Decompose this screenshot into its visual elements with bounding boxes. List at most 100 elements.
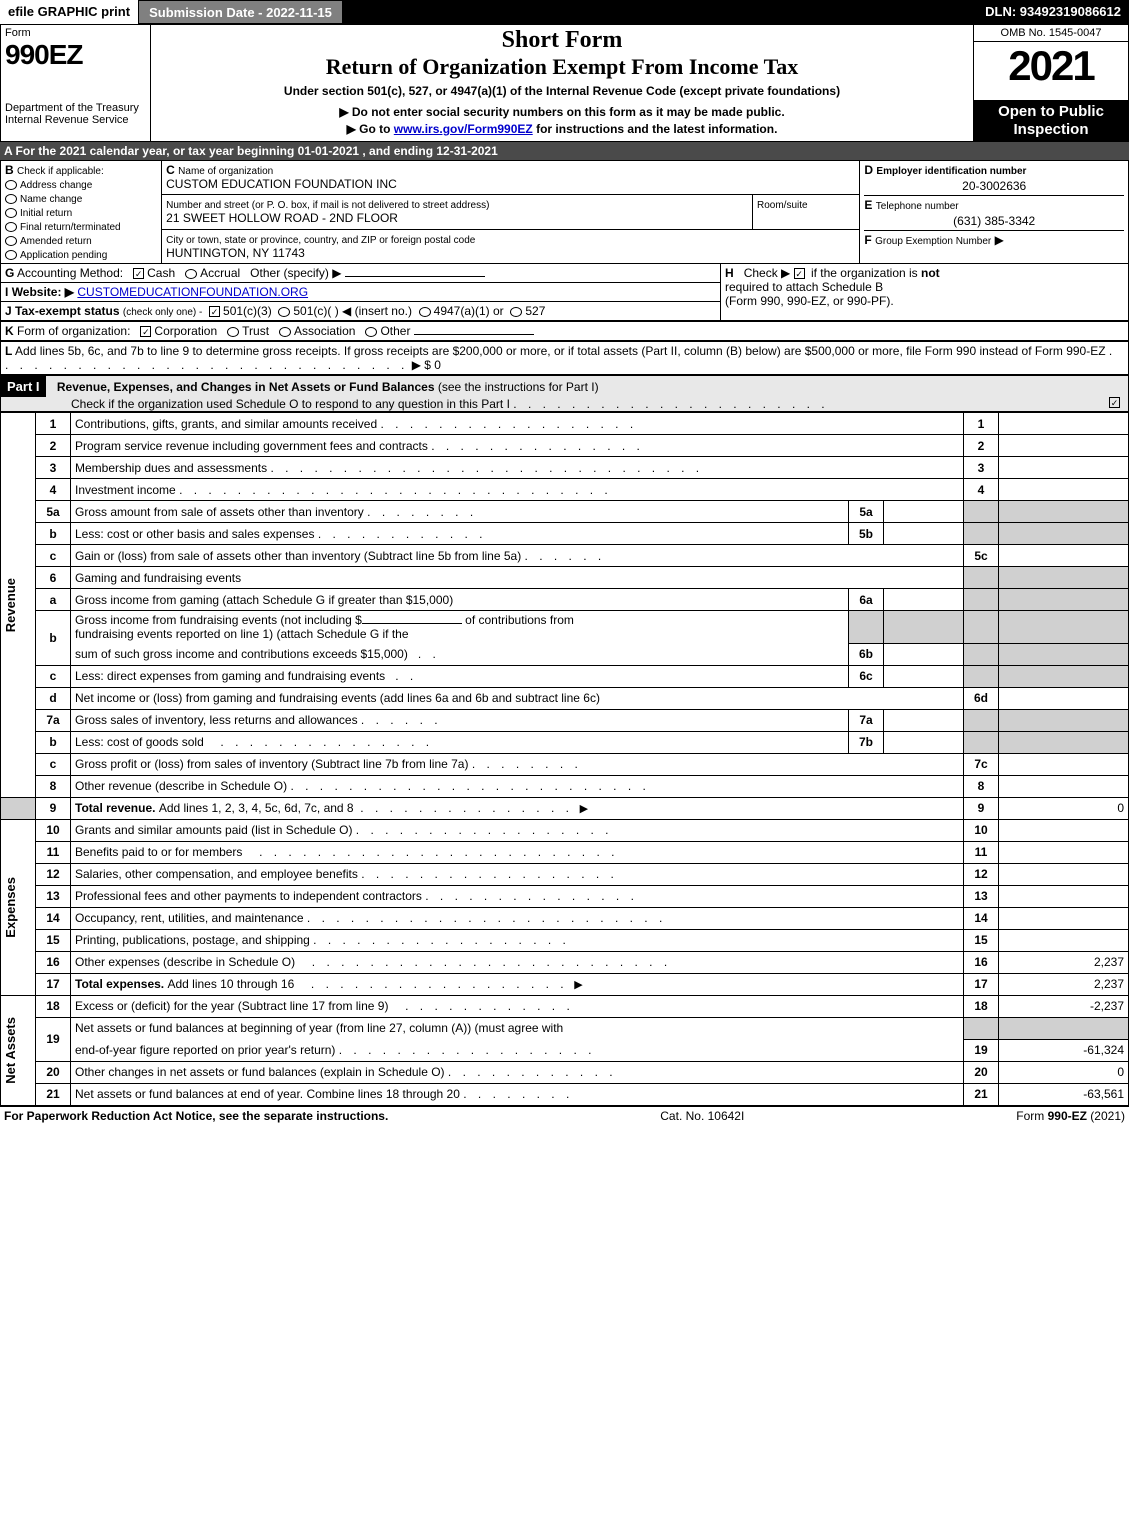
501c-label: 501(c)( ) ◀ (insert no.) [293,304,412,318]
line-6a-subval [884,589,964,611]
corp-label: Corporation [154,324,217,338]
under-section-text: Under section 501(c), 527, or 4947(a)(1)… [155,84,969,98]
dots: . . . . . . . . . . . . . . . . . . [361,867,618,881]
501c-checkbox[interactable] [278,307,290,317]
shaded-cell [884,611,964,644]
name-change-checkbox[interactable] [5,194,17,204]
dots: . . . . . . . . . . . . . . . [431,439,644,453]
4947-checkbox[interactable] [419,307,431,317]
cash-checkbox[interactable]: ✓ [133,268,144,279]
line-2-val [999,435,1129,457]
line-6a-num: a [36,589,71,611]
shaded-cell [964,523,999,545]
line-5b-sub: 5b [849,523,884,545]
section-h-label: H [725,266,734,280]
check-if-label: Check if applicable: [17,166,104,177]
line-13-text: Professional fees and other payments to … [75,889,422,903]
check-only-one: (check only one) - [123,307,202,318]
dots: . . . . . . . . . . . . . . . [360,801,573,815]
room-label: Room/suite [757,200,808,211]
line-6a-sub: 6a [849,589,884,611]
line-15-val [999,929,1129,951]
sections-b-through-f: B Check if applicable: Address change Na… [0,160,1129,264]
line-8-box: 8 [964,775,999,797]
revenue-section-label: Revenue [1,574,20,636]
line-14-num: 14 [36,907,71,929]
shaded-cell [964,709,999,731]
accrual-label: Accrual [200,266,240,280]
trust-checkbox[interactable] [227,327,239,337]
line-12-num: 12 [36,863,71,885]
form-number: 990EZ [5,39,146,71]
line-16-text: Other expenses (describe in Schedule O) [75,955,295,969]
line-6b-sub: 6b [849,643,884,665]
line-18-val: -2,237 [999,995,1129,1017]
section-e-label: E [864,198,872,212]
line-10-box: 10 [964,819,999,841]
shaded-cell [964,501,999,523]
group-arrow: ▶ [995,233,1004,247]
dots: . . . . . . . . . . . . . . . . . . . . … [290,779,649,793]
instr2-prefix: ▶ Go to [347,122,394,136]
line-2-num: 2 [36,435,71,457]
line-6d-num: d [36,687,71,709]
city-label: City or town, state or province, country… [166,235,475,246]
schedule-o-checkbox[interactable]: ✓ [1109,397,1120,408]
irs-link[interactable]: www.irs.gov/Form990EZ [394,122,533,136]
shaded-cell [999,709,1129,731]
dots: . . . . . . . . . . . . . . . . . . [380,417,637,431]
footer-form-suffix: (2021) [1087,1109,1125,1123]
other-org-checkbox[interactable] [365,327,377,337]
h-checkbox[interactable]: ✓ [794,268,805,279]
section-b-label: B [5,163,14,177]
shaded-cell [999,611,1129,644]
line-1-num: 1 [36,413,71,435]
line-1-box: 1 [964,413,999,435]
section-k: K Form of organization: ✓Corporation Tru… [0,321,1129,341]
line-6b-text3: fundraising events reported on line 1) (… [75,627,409,641]
line-8-num: 8 [36,775,71,797]
corp-checkbox[interactable]: ✓ [140,326,151,337]
open-public-badge: Open to Public Inspection [974,101,1128,141]
line-6b-text4: sum of such gross income and contributio… [75,647,408,661]
line-4-num: 4 [36,479,71,501]
tax-year: 2021 [974,42,1128,90]
501c3-checkbox[interactable]: ✓ [209,306,220,317]
accrual-checkbox[interactable] [185,269,197,279]
website-url[interactable]: CUSTOMEDUCATIONFOUNDATION.ORG [77,285,308,299]
527-checkbox[interactable] [510,307,522,317]
assoc-checkbox[interactable] [279,327,291,337]
dots: . . . . . . . . [463,1087,573,1101]
other-input[interactable] [345,276,485,277]
line-8-text: Other revenue (describe in Schedule O) [75,779,287,793]
other-org-input[interactable] [414,334,534,335]
part1-sub: (see the instructions for Part I) [438,380,599,394]
form-org-label: Form of organization: [17,324,130,338]
amended-return-checkbox[interactable] [5,236,17,246]
footer-form-num: 990-EZ [1048,1109,1087,1123]
line-6b-input[interactable] [362,623,462,624]
name-label: Name of organization [178,166,273,177]
shaded-cell [999,501,1129,523]
app-pending-checkbox[interactable] [5,250,17,260]
line-9-text: Add lines 1, 2, 3, 4, 5c, 6d, 7c, and 8 [159,801,354,815]
shaded-cell [1,797,36,819]
dots: . . . . . . . . . . . . . . . . . . . . … [259,845,618,859]
website-label: Website: ▶ [12,285,74,299]
line-10-val [999,819,1129,841]
line-18-box: 18 [964,995,999,1017]
final-return-checkbox[interactable] [5,222,17,232]
line-3-box: 3 [964,457,999,479]
arrow-icon: ▶ [580,803,588,815]
address-change-checkbox[interactable] [5,180,17,190]
line-14-box: 14 [964,907,999,929]
line-6b-num: b [36,611,71,666]
line-18-text: Excess or (deficit) for the year (Subtra… [75,999,388,1013]
line-11-num: 11 [36,841,71,863]
initial-return-checkbox[interactable] [5,208,17,218]
shaded-cell [964,589,999,611]
line-15-box: 15 [964,929,999,951]
line-7b-subval [884,731,964,753]
shaded-cell [964,665,999,687]
tel-value: (631) 385-3342 [864,214,1124,228]
